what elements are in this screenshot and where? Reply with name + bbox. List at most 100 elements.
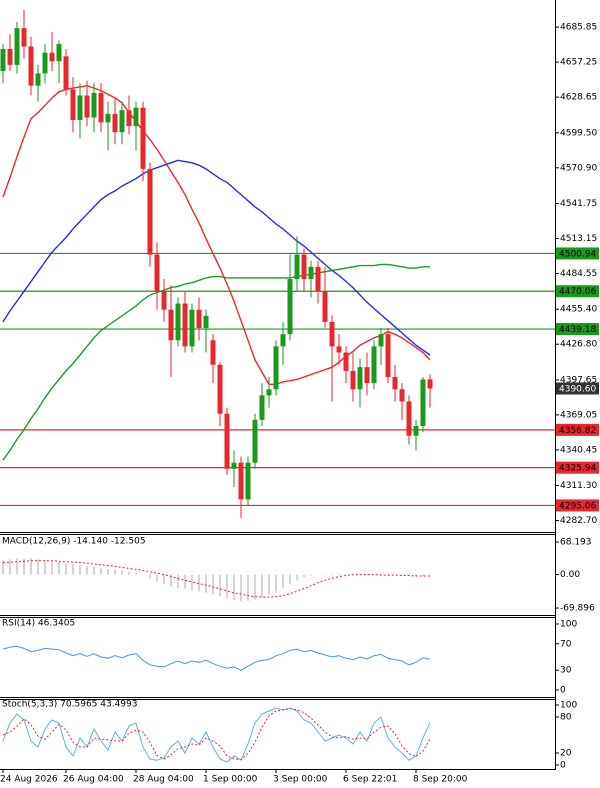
candle-body — [140, 107, 146, 169]
last-price-box — [556, 382, 599, 395]
candle-body — [21, 28, 27, 47]
y-tick-label: 0 — [560, 761, 566, 771]
candle-body — [266, 389, 272, 396]
y-tick-label: 80 — [560, 713, 572, 723]
candle-body — [161, 291, 167, 310]
y-tick-label: 4282.70 — [560, 516, 597, 526]
candle-body — [14, 28, 20, 65]
candle-body — [315, 266, 321, 292]
candle-body — [413, 425, 419, 436]
y-tick-label: 4397.65 — [560, 375, 597, 385]
candle-body — [98, 93, 104, 123]
candle-body — [350, 370, 356, 390]
candle-body — [427, 379, 433, 389]
candle-body — [406, 401, 412, 436]
y-tick-label: 4426.80 — [560, 340, 597, 350]
y-tick-label: 30 — [560, 666, 572, 676]
candle-body — [112, 113, 118, 133]
level-label: 4470.06 — [559, 287, 596, 297]
candle-body — [364, 367, 370, 384]
candle-body — [63, 56, 69, 90]
level-box — [556, 423, 599, 436]
indicator-line — [2, 708, 431, 761]
candle-body — [329, 321, 335, 347]
y-tick-label: 4513.15 — [560, 234, 597, 244]
y-tick-label: 4685.85 — [560, 23, 597, 33]
panel-title: RSI(14) 46.3405 — [2, 619, 75, 629]
candle-body — [343, 352, 349, 371]
y-tick-label: 4570.90 — [560, 163, 597, 173]
candle-body — [91, 93, 97, 118]
moving-average — [2, 263, 430, 461]
candle-body — [70, 89, 76, 120]
candle-body — [126, 110, 132, 127]
x-tick-label: 6 Sep 22:01 — [343, 775, 397, 785]
candle-body — [231, 462, 237, 469]
y-tick-label: 4657.25 — [560, 58, 597, 68]
candle-body — [371, 346, 377, 384]
candle-body — [217, 364, 223, 414]
moving-average — [2, 159, 431, 356]
panel-title: Stoch(5,3,3) 70.5965 43.4993 — [2, 700, 137, 710]
y-tick-label: 4599.50 — [560, 128, 597, 138]
candle-body — [203, 315, 209, 329]
x-tick-label: 3 Sep 00:00 — [273, 775, 328, 785]
x-tick-label: 28 Aug 04:00 — [133, 775, 194, 785]
panel-title: MACD(12,26,9) -14.140 -12.505 — [2, 537, 146, 547]
x-tick-label: 24 Aug 2026 — [0, 775, 58, 785]
indicator-line — [2, 560, 430, 598]
candle-body — [105, 113, 111, 123]
candle-body — [49, 52, 55, 62]
candle-body — [259, 395, 265, 420]
candle-body — [147, 168, 153, 255]
level-label: 4325.94 — [559, 464, 596, 474]
candle-body — [119, 110, 125, 133]
last-price-label: 4390.60 — [559, 385, 596, 395]
y-tick-label: 4541.75 — [560, 199, 597, 209]
candle-body — [28, 46, 34, 86]
level-label: 4356.82 — [559, 426, 596, 436]
level-label: 4295.06 — [559, 501, 596, 511]
y-tick-label: 4484.55 — [560, 269, 597, 279]
candle-body — [252, 419, 258, 463]
candle-body — [420, 379, 426, 426]
candle-body — [392, 376, 398, 390]
candle-body — [77, 95, 83, 120]
y-tick-label: 0.00 — [560, 570, 580, 580]
candle-body — [7, 48, 13, 65]
level-box — [556, 323, 599, 336]
candle-body — [56, 44, 62, 62]
y-tick-label: 0 — [560, 686, 566, 696]
level-box — [556, 499, 599, 512]
y-tick-label: 70 — [560, 639, 572, 649]
candle-body — [308, 266, 314, 280]
candle-body — [0, 48, 6, 71]
indicator-line — [2, 645, 431, 671]
candle-body — [378, 334, 384, 347]
y-tick-label: 68.193 — [560, 538, 592, 548]
candle-body — [273, 346, 279, 390]
candle-body — [35, 73, 41, 86]
moving-average — [2, 84, 431, 385]
candle-body — [336, 346, 342, 353]
candle-body — [294, 254, 300, 280]
candle-body — [168, 309, 174, 341]
candle-body — [357, 367, 363, 390]
candle-body — [42, 52, 48, 74]
y-tick-label: 4369.05 — [560, 410, 597, 420]
y-tick-label: 4628.65 — [560, 93, 597, 103]
level-label: 4500.94 — [559, 249, 596, 259]
candle-body — [245, 462, 251, 500]
candle-body — [287, 279, 293, 335]
y-tick-label: -69.896 — [560, 604, 595, 614]
candle-body — [322, 291, 328, 322]
y-tick-label: 100 — [560, 701, 577, 711]
level-box — [556, 285, 599, 298]
candle-body — [175, 303, 181, 341]
candle-body — [133, 107, 139, 127]
candle-body — [238, 462, 244, 500]
x-tick-label: 26 Aug 04:00 — [63, 775, 124, 785]
candle-body — [189, 309, 195, 347]
